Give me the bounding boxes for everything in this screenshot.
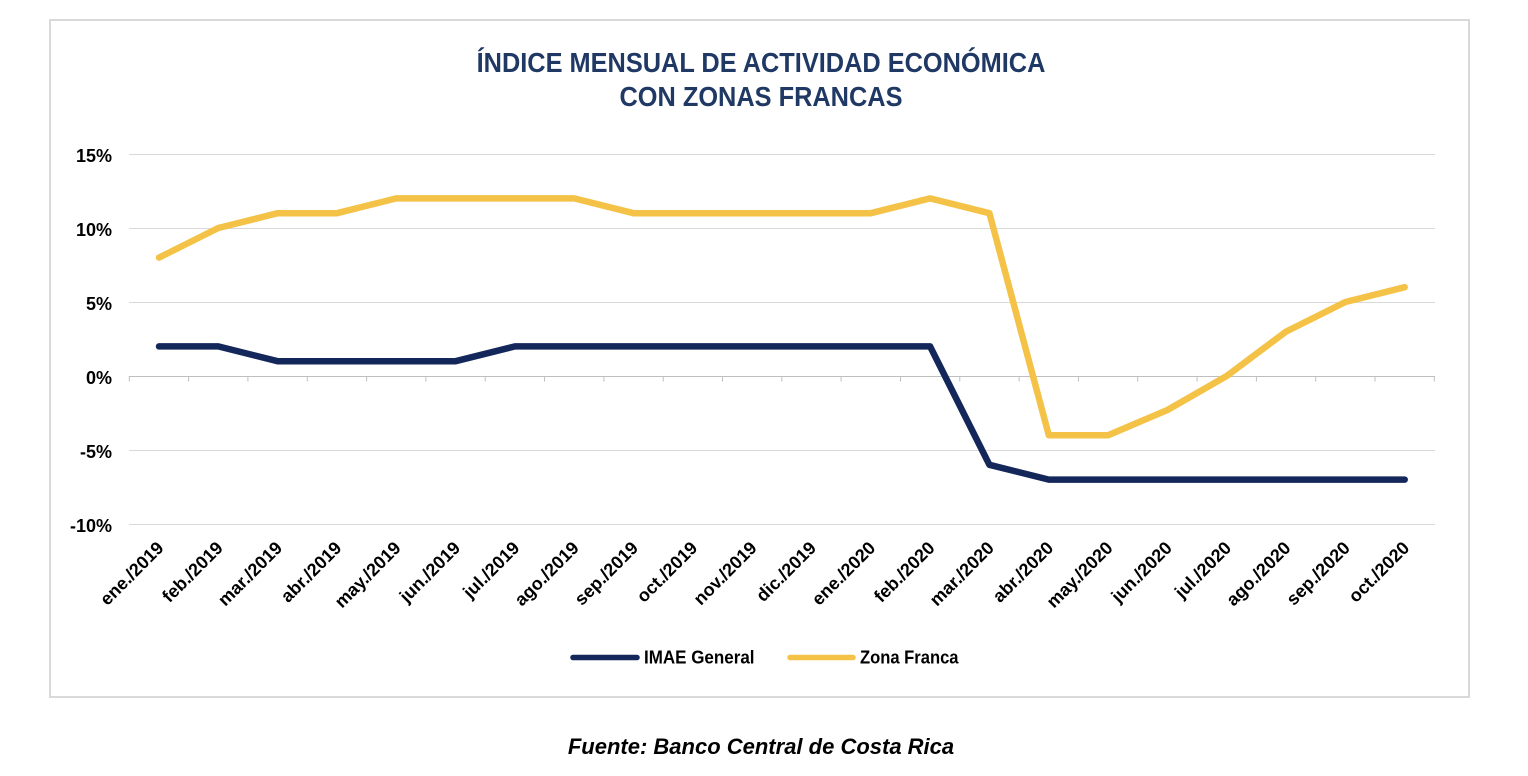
svg-text:sep./2020: sep./2020 (1282, 538, 1353, 609)
svg-text:nov./2019: nov./2019 (690, 538, 761, 609)
svg-text:jun./2020: jun./2020 (1107, 538, 1176, 607)
svg-text:ene./2019: ene./2019 (96, 538, 167, 609)
svg-text:ene./2020: ene./2020 (808, 538, 879, 609)
svg-text:Zona Franca: Zona Franca (860, 648, 959, 668)
svg-text:sep./2019: sep./2019 (571, 538, 642, 609)
svg-text:oct./2020: oct./2020 (1345, 538, 1414, 607)
svg-text:jun./2019: jun./2019 (395, 538, 464, 607)
svg-text:IMAE General: IMAE General (644, 648, 755, 668)
svg-text:ago./2019: ago./2019 (511, 538, 583, 610)
svg-text:ago./2020: ago./2020 (1222, 538, 1294, 610)
svg-text:mar./2019: mar./2019 (214, 538, 286, 610)
svg-text:mar./2020: mar./2020 (926, 538, 998, 610)
